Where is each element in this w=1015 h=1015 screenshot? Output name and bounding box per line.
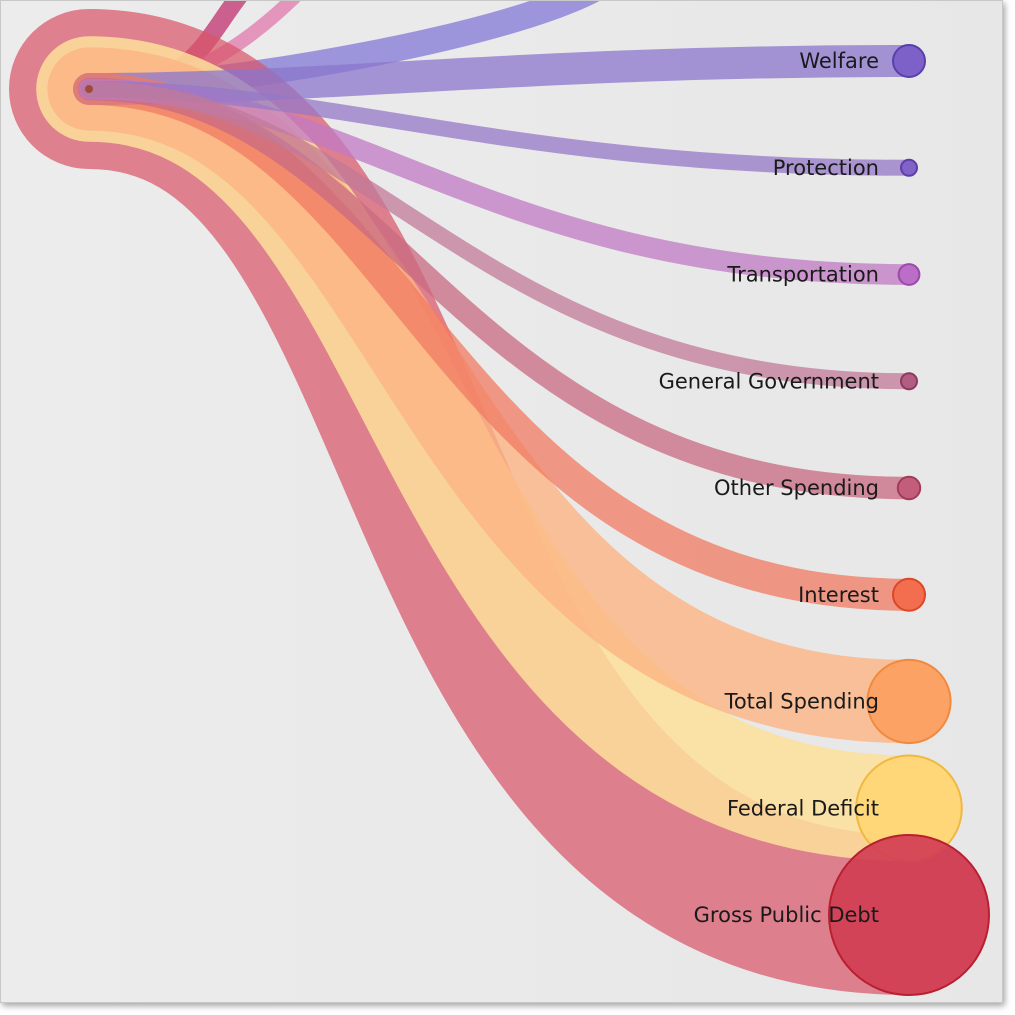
node-other-spending[interactable] [896,475,922,501]
diagram-frame: Welfare Protection Transportation General G… [0,0,1003,1003]
node-label-welfare: Welfare [799,49,879,73]
flow-link-protection [81,81,917,176]
flow-nodes [828,44,990,996]
flow-diagram: Welfare Protection Transportation General G… [9,1,990,996]
node-total-spending[interactable] [866,658,952,745]
node-label-gross-public-debt: Gross Public Debt [694,903,879,927]
node-label-total-spending: Total Spending [724,690,879,714]
node-gross-public-debt[interactable] [828,834,990,996]
source-node [85,85,93,93]
node-label-federal-deficit: Federal Deficit [727,796,879,820]
flow-link-general-government [81,81,917,390]
node-label-other-spending: Other Spending [714,476,879,500]
node-labels: Welfare Protection Transportation General G… [659,49,879,927]
node-general-government[interactable] [900,372,918,391]
node-label-general-government: General Government [659,369,879,393]
node-label-transportation: Transportation [726,263,879,287]
node-label-protection: Protection [773,156,879,180]
node-welfare[interactable] [892,44,926,78]
node-protection[interactable] [900,158,918,177]
node-interest[interactable] [892,577,926,612]
flow-links [9,9,989,995]
node-transportation[interactable] [897,263,921,286]
node-label-interest: Interest [798,583,879,607]
